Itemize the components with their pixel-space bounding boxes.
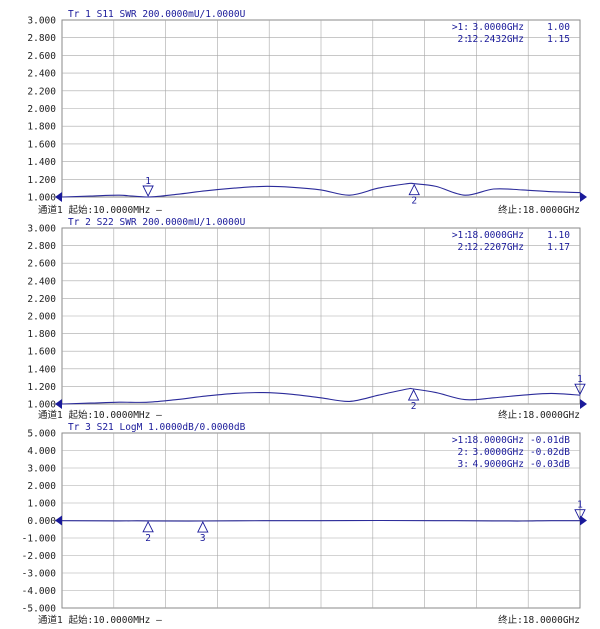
marker-readout-value: -0.02dB [530,447,570,458]
reference-arrow-right [580,192,587,202]
marker-readout-frequency: 3.0000GHz [473,22,524,33]
marker-readout-frequency: 18.0000GHz [467,435,524,446]
y-tick-label: 1.400 [27,364,56,375]
y-tick-label: 1.400 [27,157,56,168]
reference-arrow-left [55,399,62,409]
sweep-stop-label: 终止:18.0000GHz [498,409,580,421]
marker-triangle[interactable] [142,520,154,533]
marker-readout-frequency: 12.2432GHz [467,34,524,45]
trace-panel-2: Tr 2 S22 SWR 200.0000mU/1.0000U 3.000 2.80… [27,217,587,421]
marker-readout-frequency: 18.0000GHz [467,230,524,241]
y-tick-label: 2.200 [27,294,56,305]
trace-line [61,182,581,198]
sweep-start-label: 通道1 起始:10.0000MHz — [38,409,162,421]
y-tick-label: 1.200 [27,175,56,186]
y-tick-label: 1.000 [27,400,56,411]
trace-panel-3: Tr 3 S21 LogM 1.0000dB/0.0000dB 5.000 4.00… [22,422,587,626]
trace-header: Tr 3 S21 LogM 1.0000dB/0.0000dB [68,422,246,433]
marker-readout-id: >1: [452,230,469,241]
y-tick-label: -5.000 [22,604,57,615]
y-tick-label: 2.000 [27,104,56,115]
marker-label: 3 [200,533,206,544]
marker-triangle[interactable] [142,185,154,198]
marker-readout-frequency: 3.0000GHz [473,447,524,458]
marker-readout-id: 2: [458,242,469,253]
marker-readout-value: -0.01dB [530,435,570,446]
y-tick-label: 3.000 [27,224,56,235]
y-tick-label: -4.000 [22,586,57,597]
y-tick-label: 3.000 [27,464,56,475]
y-tick-label: 1.000 [27,193,56,204]
y-tick-label: 1.600 [27,139,56,150]
y-tick-label: 2.400 [27,276,56,287]
y-tick-label: 1.200 [27,382,56,393]
y-tick-label: 2.600 [27,259,56,270]
y-tick-label: 2.000 [27,481,56,492]
y-tick-label: 2.400 [27,69,56,80]
marker-readout-id: >1: [452,22,469,33]
marker-readout-id: 2: [458,34,469,45]
marker-label: 1 [577,500,583,511]
y-tick-label: 2.200 [27,86,56,97]
marker-label: 1 [145,176,151,187]
y-tick-label: 4.000 [27,446,56,457]
y-tick-label: 5.000 [27,429,56,440]
y-tick-label: 2.800 [27,33,56,44]
reference-arrow-left [55,515,62,526]
trace-header: Tr 1 S11 SWR 200.0000mU/1.0000U [68,9,246,20]
y-tick-label: 1.800 [27,122,56,133]
marker-readout-id: 3: [458,459,469,470]
y-tick-label: 2.000 [27,312,56,323]
marker-readout-frequency: 4.9000GHz [473,459,524,470]
marker-triangle[interactable] [408,183,420,196]
marker-readout-value: -0.03dB [530,459,570,470]
y-tick-label: 1.800 [27,329,56,340]
y-tick-label: 2.800 [27,241,56,252]
marker-label: 2 [411,401,417,412]
sweep-start-label: 通道1 起始:10.0000MHz — [38,614,162,626]
y-tick-label: -1.000 [22,534,57,545]
reference-arrow-right [580,515,587,526]
sweep-stop-label: 终止:18.0000GHz [498,614,580,626]
trace-line [61,387,581,405]
marker-label: 1 [577,374,583,385]
marker-readout-value: 1.17 [547,242,570,253]
marker-triangle[interactable] [574,383,586,396]
marker-triangle[interactable] [407,389,420,401]
y-tick-label: -3.000 [22,569,57,580]
marker-label: 2 [411,196,417,207]
marker-readout-value: 1.10 [547,230,570,241]
sweep-stop-label: 终止:18.0000GHz [498,204,580,216]
marker-label: 2 [145,533,151,544]
marker-readout-id: >1: [452,435,469,446]
marker-readout-value: 1.15 [547,34,570,45]
reference-arrow-right [580,399,587,409]
trace-line [61,519,581,522]
reference-arrow-left [55,192,62,202]
y-tick-label: 1.000 [27,499,56,510]
marker-readout-value: 1.00 [547,22,570,33]
marker-triangle[interactable] [574,509,586,521]
y-tick-label: 1.600 [27,347,56,358]
y-tick-label: 3.000 [27,16,56,27]
trace-header: Tr 2 S22 SWR 200.0000mU/1.0000U [68,217,246,228]
marker-readout-id: 2: [458,447,469,458]
marker-triangle[interactable] [197,521,209,533]
marker-readout-frequency: 12.2207GHz [467,242,524,253]
y-tick-label: -2.000 [22,551,57,562]
y-tick-label: 0.000 [27,516,56,527]
sweep-start-label: 通道1 起始:10.0000MHz — [38,204,162,216]
trace-panel-1: Tr 1 S11 SWR 200.0000mU/1.0000U 3.000 2.80… [27,9,587,216]
y-tick-label: 2.600 [27,51,56,62]
